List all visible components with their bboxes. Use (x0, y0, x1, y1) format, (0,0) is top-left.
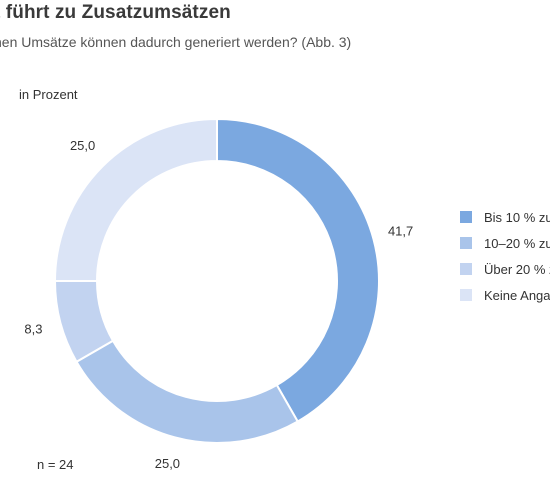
value-labels: 41,7 25,0 8,3 25,0 (24, 138, 413, 471)
value-label-4: 25,0 (70, 138, 95, 153)
donut-slices (53, 117, 380, 444)
legend-label-2: 10–20 % zu (484, 235, 550, 251)
legend-swatch-2 (460, 237, 472, 249)
legend-swatch-1 (460, 211, 472, 223)
legend-item-2: 10–20 % zu (460, 230, 550, 256)
legend-item-3: Über 20 % z (460, 256, 550, 282)
legend-swatch-4 (460, 289, 472, 301)
value-label-2: 25,0 (155, 456, 180, 471)
legend-item-1: Bis 10 % zu (460, 204, 550, 230)
donut-slice-1 (216, 117, 380, 423)
sample-size-note: n = 24 (37, 457, 74, 472)
legend-label-3: Über 20 % z (484, 261, 550, 277)
value-label-3: 8,3 (24, 321, 42, 336)
legend-swatch-3 (460, 263, 472, 275)
legend-label-1: Bis 10 % zu (484, 209, 550, 225)
value-label-1: 41,7 (388, 223, 413, 238)
chart-title: t führt zu Zusatzumsätzen (0, 2, 231, 23)
legend-label-4: Keine Anga (484, 287, 550, 303)
legend-item-4: Keine Anga (460, 282, 550, 308)
donut-slice-4 (53, 117, 218, 282)
unit-label: in Prozent (19, 87, 78, 102)
donut-slice-2 (75, 339, 300, 444)
chart-legend: Bis 10 % zu 10–20 % zu Über 20 % z Keine An… (460, 204, 550, 308)
chart-subtitle: nen Umsätze können dadurch generiert wer… (0, 34, 352, 50)
